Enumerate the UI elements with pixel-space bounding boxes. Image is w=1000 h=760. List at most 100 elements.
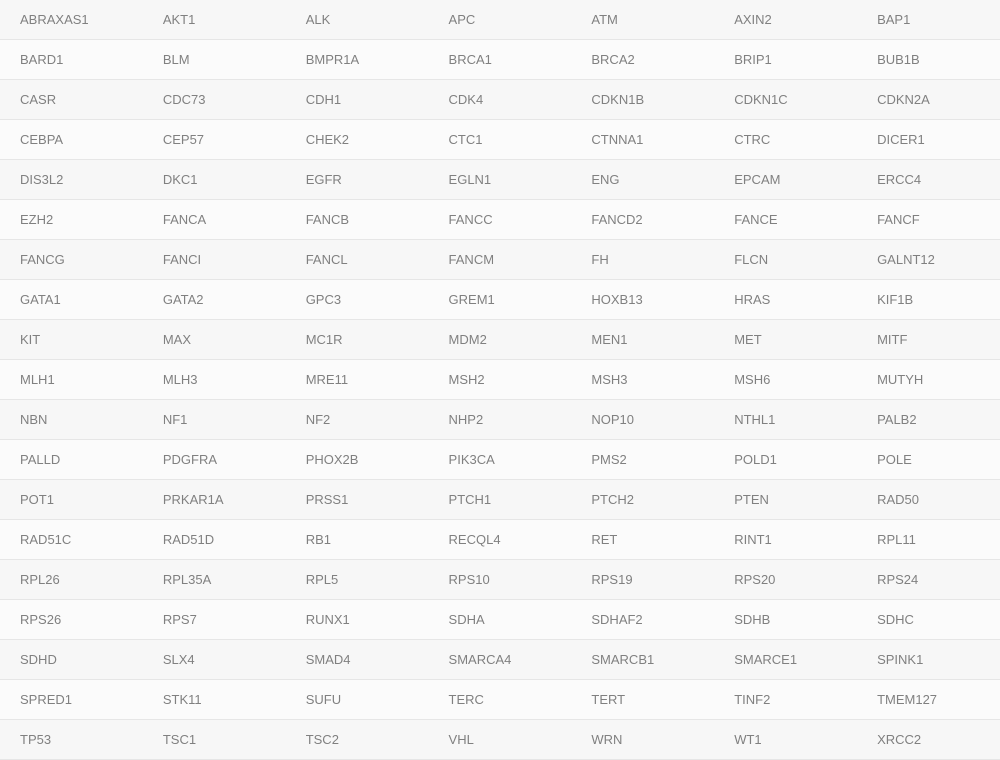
gene-cell: PIK3CA [429,440,572,480]
table-row: SDHDSLX4SMAD4SMARCA4SMARCB1SMARCE1SPINK1 [0,640,1000,680]
gene-cell: RPS26 [0,600,143,640]
gene-cell: FANCA [143,200,286,240]
table-row: GATA1GATA2GPC3GREM1HOXB13HRASKIF1B [0,280,1000,320]
gene-cell: RB1 [286,520,429,560]
gene-cell: GATA1 [0,280,143,320]
gene-cell: PMS2 [571,440,714,480]
gene-cell: TSC1 [143,720,286,760]
gene-cell: NHP2 [429,400,572,440]
gene-cell: POT1 [0,480,143,520]
table-row: RPS26RPS7RUNX1SDHASDHAF2SDHBSDHC [0,600,1000,640]
gene-cell: CEBPA [0,120,143,160]
table-row: RPL26RPL35ARPL5RPS10RPS19RPS20RPS24 [0,560,1000,600]
gene-cell: EPCAM [714,160,857,200]
gene-cell: FANCC [429,200,572,240]
gene-cell: CTNNA1 [571,120,714,160]
gene-cell: SDHB [714,600,857,640]
table-row: NBNNF1NF2NHP2NOP10NTHL1PALB2 [0,400,1000,440]
gene-cell: FANCD2 [571,200,714,240]
table-row: FANCGFANCIFANCLFANCMFHFLCNGALNT12 [0,240,1000,280]
gene-cell: WRN [571,720,714,760]
gene-cell: RAD50 [857,480,1000,520]
gene-cell: NF1 [143,400,286,440]
gene-cell: GPC3 [286,280,429,320]
gene-cell: PTCH1 [429,480,572,520]
gene-cell: RUNX1 [286,600,429,640]
gene-cell: BARD1 [0,40,143,80]
table-row: CEBPACEP57CHEK2CTC1CTNNA1CTRCDICER1 [0,120,1000,160]
gene-cell: XRCC2 [857,720,1000,760]
gene-cell: FANCL [286,240,429,280]
gene-cell: RPS19 [571,560,714,600]
gene-cell: POLD1 [714,440,857,480]
gene-cell: HRAS [714,280,857,320]
gene-cell: MLH1 [0,360,143,400]
gene-cell: ATM [571,0,714,40]
gene-cell: PRKAR1A [143,480,286,520]
gene-cell: NOP10 [571,400,714,440]
gene-cell: CDK4 [429,80,572,120]
gene-cell: FLCN [714,240,857,280]
gene-cell: SUFU [286,680,429,720]
gene-cell: PALB2 [857,400,1000,440]
gene-cell: SPINK1 [857,640,1000,680]
gene-cell: EGFR [286,160,429,200]
gene-cell: ERCC4 [857,160,1000,200]
gene-cell: BRCA1 [429,40,572,80]
gene-cell: CASR [0,80,143,120]
gene-cell: FANCG [0,240,143,280]
gene-cell: GALNT12 [857,240,1000,280]
gene-cell: DIS3L2 [0,160,143,200]
gene-cell: RPL11 [857,520,1000,560]
table-row: DIS3L2DKC1EGFREGLN1ENGEPCAMERCC4 [0,160,1000,200]
table-row: POT1PRKAR1APRSS1PTCH1PTCH2PTENRAD50 [0,480,1000,520]
gene-cell: NTHL1 [714,400,857,440]
table-row: RAD51CRAD51DRB1RECQL4RETRINT1RPL11 [0,520,1000,560]
gene-cell: RAD51C [0,520,143,560]
gene-cell: SDHC [857,600,1000,640]
gene-cell: MDM2 [429,320,572,360]
gene-cell: BRIP1 [714,40,857,80]
gene-cell: CDH1 [286,80,429,120]
table-row: CASRCDC73CDH1CDK4CDKN1BCDKN1CCDKN2A [0,80,1000,120]
gene-cell: RPL5 [286,560,429,600]
gene-cell: CEP57 [143,120,286,160]
table-row: EZH2FANCAFANCBFANCCFANCD2FANCEFANCF [0,200,1000,240]
gene-cell: BMPR1A [286,40,429,80]
gene-cell: FANCB [286,200,429,240]
gene-cell: RECQL4 [429,520,572,560]
gene-cell: MC1R [286,320,429,360]
gene-cell: BLM [143,40,286,80]
gene-cell: ENG [571,160,714,200]
gene-cell: AXIN2 [714,0,857,40]
gene-cell: PDGFRA [143,440,286,480]
gene-cell: MITF [857,320,1000,360]
gene-cell: HOXB13 [571,280,714,320]
gene-cell: STK11 [143,680,286,720]
gene-cell: PRSS1 [286,480,429,520]
gene-cell: TINF2 [714,680,857,720]
table-row: MLH1MLH3MRE11MSH2MSH3MSH6MUTYH [0,360,1000,400]
table-row: BARD1BLMBMPR1ABRCA1BRCA2BRIP1BUB1B [0,40,1000,80]
gene-cell: TERC [429,680,572,720]
gene-cell: CDKN1B [571,80,714,120]
gene-cell: NF2 [286,400,429,440]
gene-cell: KIF1B [857,280,1000,320]
gene-table: ABRAXAS1AKT1ALKAPCATMAXIN2BAP1BARD1BLMBM… [0,0,1000,760]
gene-cell: TP53 [0,720,143,760]
gene-cell: SMARCB1 [571,640,714,680]
gene-cell: SLX4 [143,640,286,680]
gene-cell: MAX [143,320,286,360]
gene-cell: FANCE [714,200,857,240]
gene-cell: RPS7 [143,600,286,640]
gene-cell: MLH3 [143,360,286,400]
gene-cell: AKT1 [143,0,286,40]
gene-cell: SDHD [0,640,143,680]
gene-cell: DKC1 [143,160,286,200]
gene-cell: MET [714,320,857,360]
gene-cell: PALLD [0,440,143,480]
gene-cell: KIT [0,320,143,360]
gene-cell: CDKN2A [857,80,1000,120]
gene-cell: BRCA2 [571,40,714,80]
gene-cell: FANCF [857,200,1000,240]
